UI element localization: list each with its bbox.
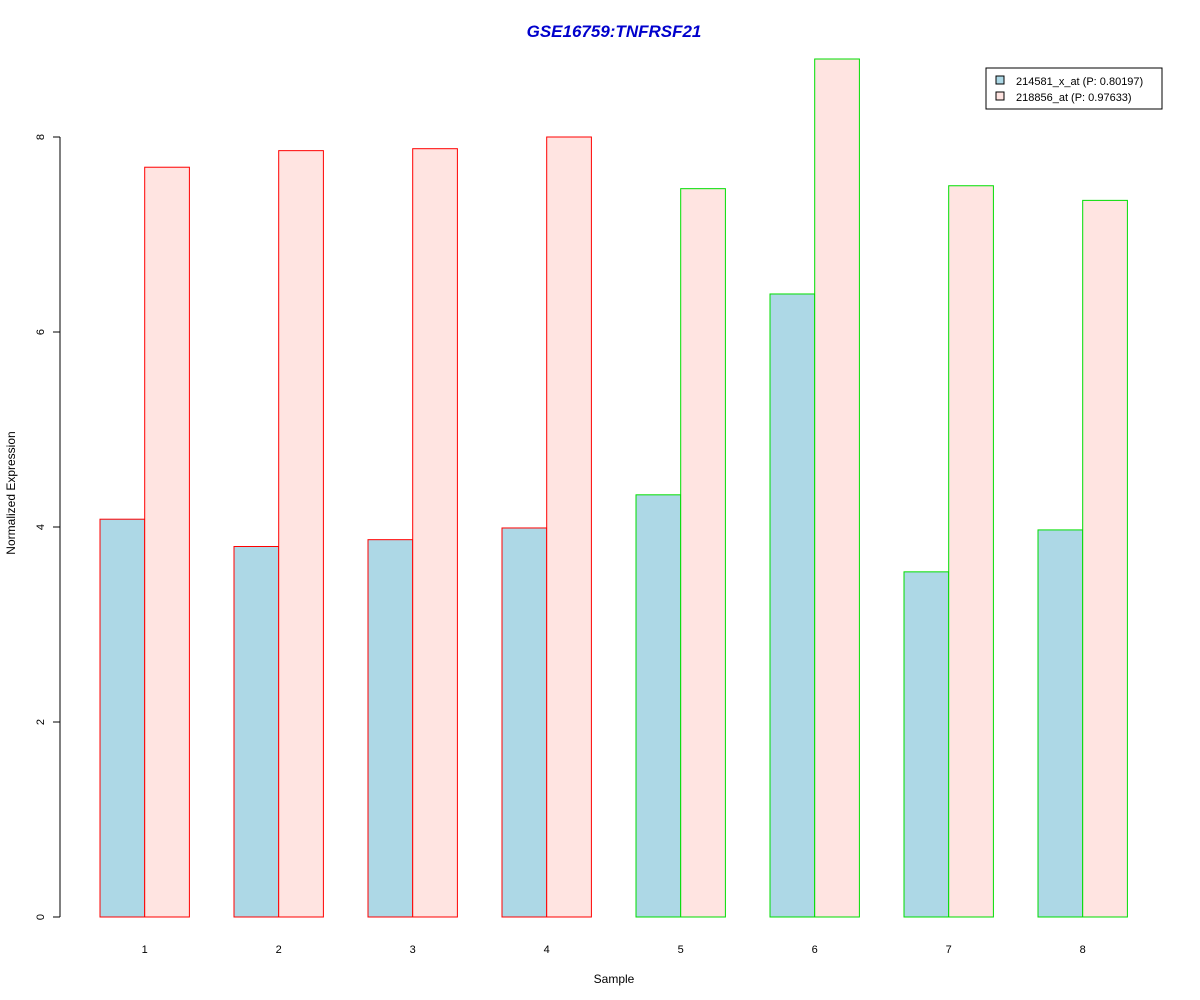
bar-sample-5-series-1 (635, 494, 682, 918)
bar-sample-7-series-1 (903, 571, 950, 918)
y-tick-label: 4 (35, 524, 47, 530)
legend-swatch-1 (995, 75, 1005, 85)
legend-label-2: 218856_at (P: 0.97633) (1016, 92, 1132, 104)
bar-sample-7-series-2 (948, 185, 994, 918)
x-tick-label: 1 (142, 944, 148, 956)
y-tick-label: 8 (35, 134, 47, 140)
y-tick-label: 0 (35, 914, 47, 920)
bar-sample-2-series-2 (278, 150, 324, 918)
x-tick-label: 5 (678, 944, 684, 956)
y-tick-label: 6 (35, 329, 47, 335)
legend-swatch-2 (995, 91, 1005, 101)
x-tick-label: 2 (276, 944, 282, 956)
bar-sample-5-series-2 (680, 188, 726, 918)
legend-box (985, 67, 1163, 110)
bar-sample-1-series-2 (144, 166, 190, 918)
x-tick-label: 3 (410, 944, 416, 956)
y-axis: 0 2 4 6 8 (35, 134, 61, 920)
x-tick-label: 8 (1080, 944, 1086, 956)
bar-sample-6-series-1 (769, 293, 816, 918)
bar-sample-4-series-2 (546, 136, 592, 918)
bar-sample-6-series-2 (814, 58, 860, 918)
x-tick-label: 7 (946, 944, 952, 956)
bar-sample-1-series-1 (99, 518, 146, 918)
bar-sample-4-series-1 (501, 527, 548, 918)
x-axis: 1 2 3 4 5 6 7 8 (142, 944, 1086, 956)
bar-sample-3-series-2 (412, 148, 458, 918)
bar-sample-3-series-1 (367, 539, 414, 918)
bar-sample-8-series-2 (1082, 199, 1128, 918)
x-axis-title: Sample (594, 972, 635, 986)
legend: 214581_x_at (P: 0.80197) 218856_at (P: 0… (985, 67, 1163, 110)
x-tick-label: 4 (544, 944, 550, 956)
y-tick-label: 2 (35, 719, 47, 725)
bar-sample-8-series-1 (1037, 529, 1084, 918)
legend-label-1: 214581_x_at (P: 0.80197) (1016, 76, 1143, 88)
chart-title: GSE16759:TNFRSF21 (527, 22, 702, 41)
bars-group (99, 58, 1128, 918)
y-axis-title: Normalized Expression (4, 431, 18, 554)
x-tick-label: 6 (812, 944, 818, 956)
bar-sample-2-series-1 (233, 546, 280, 918)
